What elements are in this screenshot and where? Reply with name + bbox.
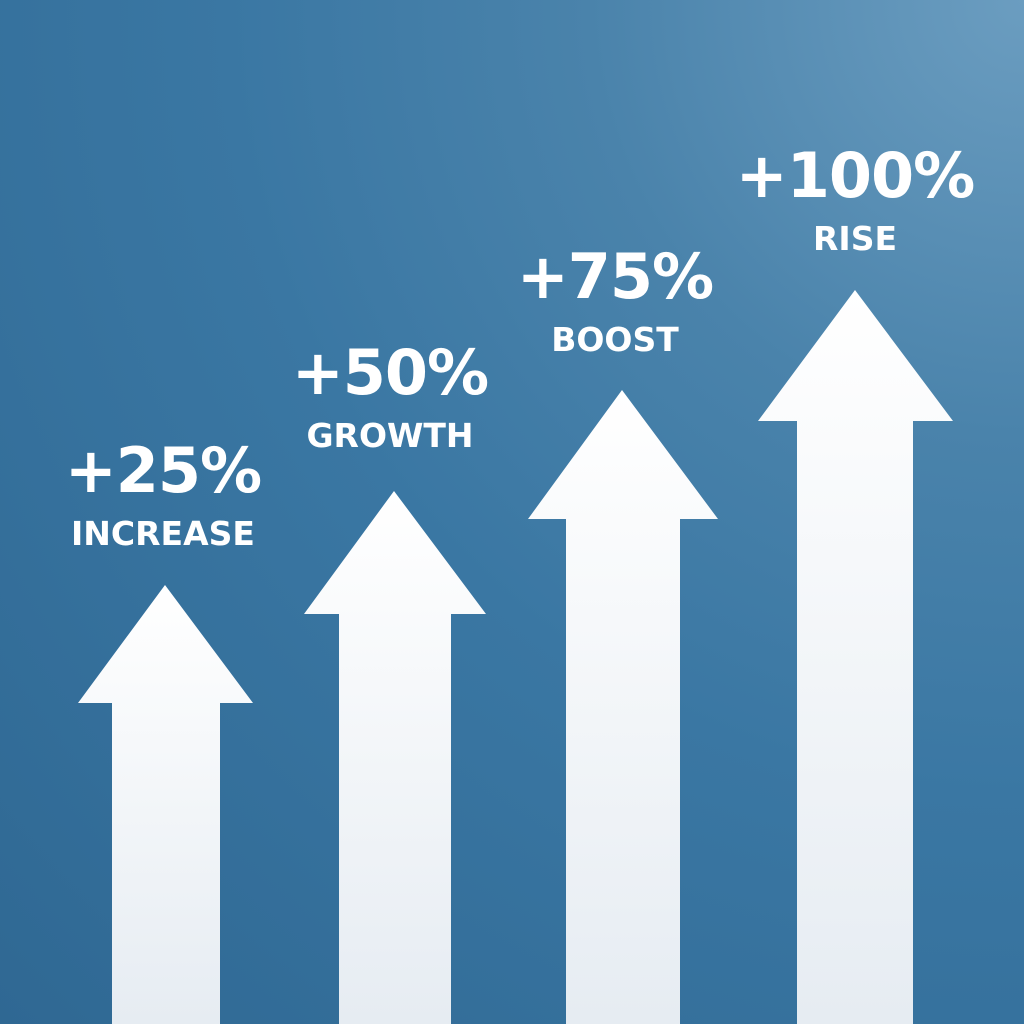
arrow-4-label: +100% RISE [725,141,985,259]
arrow-3-up-icon [528,390,718,1024]
arrow-2-value: +50% [291,336,489,409]
arrow-1-value: +25% [64,434,262,507]
arrow-3-value: +75% [516,240,714,313]
arrow-2-up-icon [304,491,486,1024]
arrow-3-label: +75% BOOST [485,242,745,360]
arrow-1-word: INCREASE [71,514,255,553]
arrow-2-label: +50% GROWTH [260,338,520,456]
arrow-4-word: RISE [813,219,897,258]
arrow-4-up-icon [758,290,953,1024]
arrow-3-word: BOOST [551,320,679,359]
arrow-1-up-icon [78,585,253,1024]
arrow-4-value: +100% [735,139,976,212]
arrow-1-label: +25% INCREASE [33,436,293,554]
arrow-2-word: GROWTH [306,416,474,455]
